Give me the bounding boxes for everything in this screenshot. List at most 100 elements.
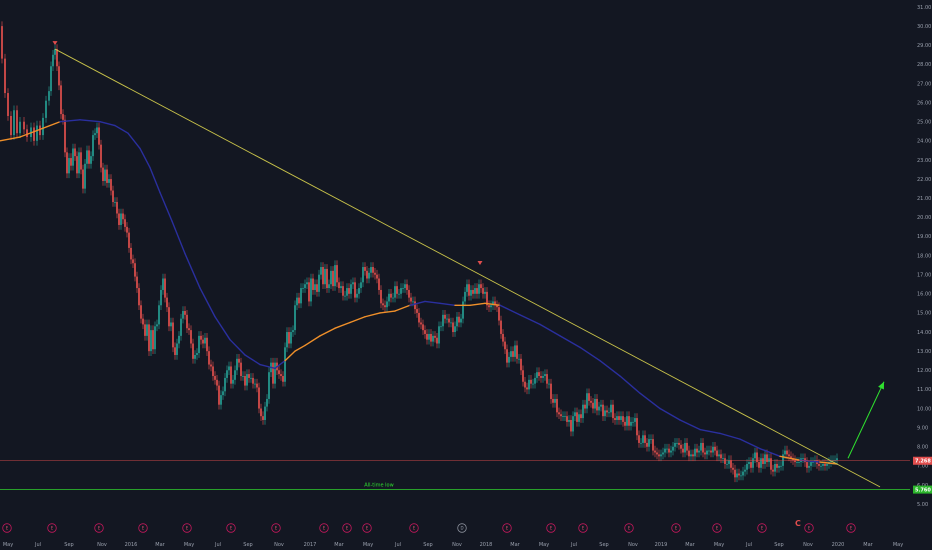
moving-average-segment [599,360,621,377]
event-marker-letter: D [460,526,463,531]
candle-body [178,335,180,344]
x-axis-tick-label: Sep [64,542,73,548]
candle-body [296,297,298,306]
event-marker[interactable]: E [712,523,722,533]
y-axis-tick-label: 5.00 [917,502,928,508]
event-marker[interactable]: E [409,523,419,533]
moving-average-segment [139,147,151,169]
candle-body [820,465,822,467]
event-marker[interactable]: E [362,523,372,533]
event-marker-circle [502,523,512,533]
event-marker-circle [47,523,57,533]
candle-body [190,330,192,344]
candle-body [798,462,800,463]
candle-body [410,297,412,302]
candle-body [502,333,504,342]
candle-body [718,454,720,457]
trendline[interactable] [54,48,881,488]
candle-body [436,337,438,344]
candle-body [558,412,560,415]
event-marker-circle [409,523,419,533]
moving-average-segment [519,314,541,326]
candle-body [408,289,410,298]
candle-body [214,376,216,380]
event-marker[interactable]: E [138,523,148,533]
candle-body [526,387,528,390]
x-axis[interactable]: May Jul Sep Nov 2016 Mar May Jul Sep Nov 2017 Mar Ma… [3,542,903,548]
event-marker[interactable]: E [671,523,681,533]
candle-body [206,337,208,352]
y-axis[interactable]: 5.006.007.008.009.0010.0011.0012.0013.00… [917,5,931,508]
candle-body [314,284,316,290]
event-marker[interactable]: E [846,523,856,533]
candle-body [308,282,310,302]
candle-body [26,129,28,138]
event-marker[interactable]: E [804,523,814,533]
candle-body [172,322,174,348]
candle-body [620,416,622,420]
candle-body [10,115,12,136]
candle-body [112,190,114,203]
candle-body [212,366,214,377]
candle-body [646,442,648,447]
candle-body [626,416,628,426]
candle-body [16,110,18,134]
candle-body [740,475,742,477]
event-marker[interactable]: E [319,523,329,533]
moving-average-segment [284,350,296,362]
event-marker-letter: E [98,526,101,531]
candle-body [340,286,342,289]
moving-average-segment [114,124,129,134]
event-marker[interactable]: E [757,523,767,533]
candle-body [386,301,388,308]
event-marker-letter: E [230,526,233,531]
candle-body [586,393,588,409]
candle-body [130,247,132,260]
candle-body [566,416,568,422]
event-marker[interactable]: E [271,523,281,533]
event-marker[interactable]: E [226,523,236,533]
candle-body [630,421,632,426]
candle-body [772,469,774,472]
candle-body [506,349,508,363]
candle-body [650,439,652,440]
event-marker[interactable]: E [624,523,634,533]
x-axis-tick-label: Mar [510,542,520,548]
event-marker[interactable]: E [47,523,57,533]
candle-body [450,322,452,324]
candle-body [694,448,696,457]
event-marker-letter: E [323,526,326,531]
candle-body [398,293,400,295]
candle-body [590,400,592,403]
candle-body [488,305,490,308]
candle-body [140,305,142,319]
candle-body [758,462,760,468]
candle-body [434,335,436,338]
event-marker[interactable]: E [94,523,104,533]
moving-average-segment [409,300,426,306]
event-marker-circle [546,523,556,533]
candle-body [164,278,166,298]
candle-body [216,379,218,386]
y-axis-tick-label: 16.00 [917,292,931,298]
y-axis-tick-label: 17.00 [917,272,931,278]
event-marker[interactable]: E [546,523,556,533]
candle-body [598,406,600,411]
event-marker[interactable]: E [342,523,352,533]
event-marker[interactable]: E [502,523,512,533]
candle-body [776,463,778,468]
candle-body [616,416,618,420]
moving-average-segment [127,132,141,150]
candle-body [418,312,420,323]
projection-arrow[interactable] [847,381,885,459]
event-marker[interactable]: E [182,523,192,533]
y-axis-tick-label: 28.00 [917,62,931,68]
event-marker[interactable]: D [457,523,467,533]
candle-body [39,125,41,136]
event-marker[interactable]: E [578,523,588,533]
event-marker[interactable]: E [2,523,12,533]
moving-average-segment [99,121,116,127]
candle-body [248,374,250,378]
